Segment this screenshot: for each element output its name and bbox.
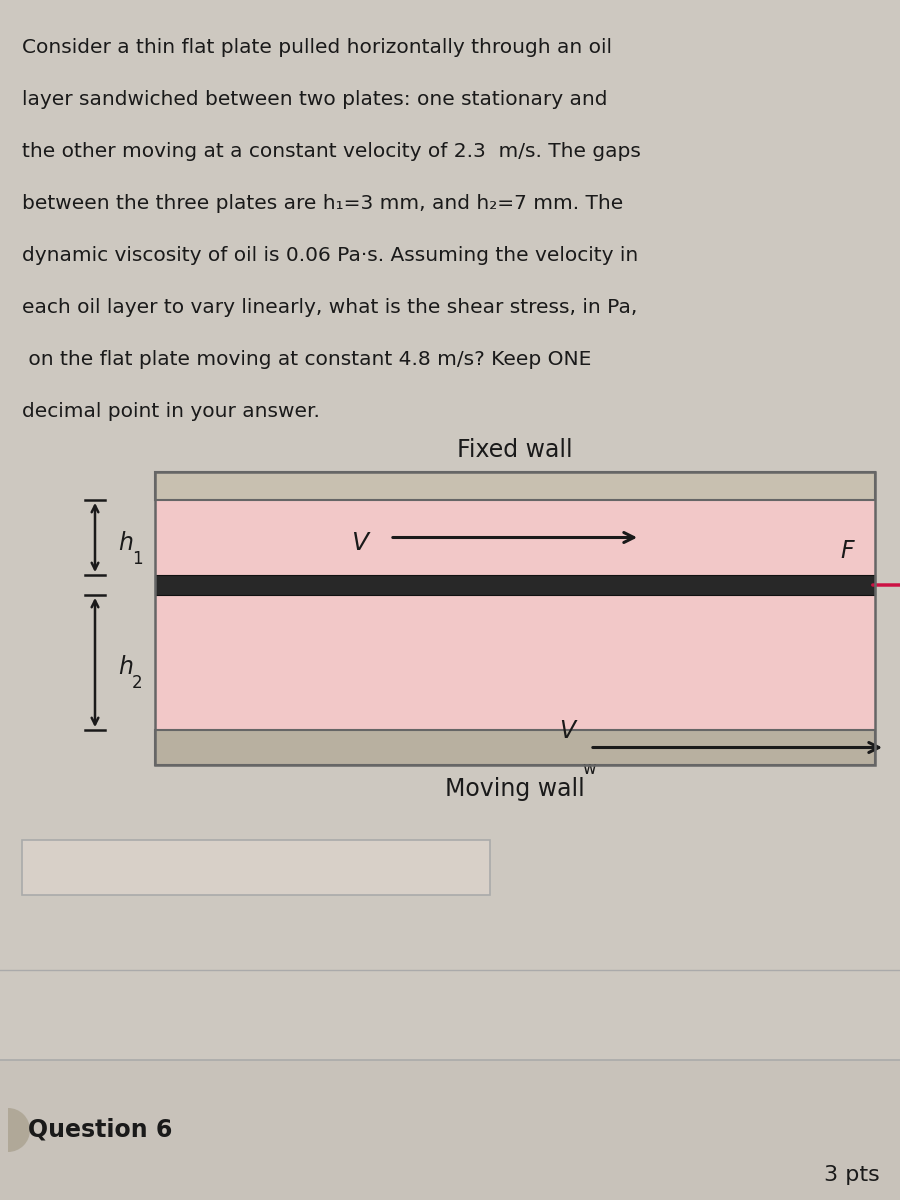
Bar xyxy=(155,575,875,595)
Bar xyxy=(155,595,875,730)
Text: Moving wall: Moving wall xyxy=(446,778,585,802)
Text: the other moving at a constant velocity of 2.3  m/s. The gaps: the other moving at a constant velocity … xyxy=(22,142,641,161)
Text: h: h xyxy=(118,655,133,679)
Text: layer sandwiched between two plates: one stationary and: layer sandwiched between two plates: one… xyxy=(22,90,608,109)
Bar xyxy=(155,500,875,575)
Text: between the three plates are h₁=3 mm, and h₂=7 mm. The: between the three plates are h₁=3 mm, an… xyxy=(22,194,623,214)
Text: on the flat plate moving at constant 4.8 m/s? Keep ONE: on the flat plate moving at constant 4.8… xyxy=(22,350,591,370)
Text: each oil layer to vary linearly, what is the shear stress, in Pa,: each oil layer to vary linearly, what is… xyxy=(22,298,637,317)
Text: Question 6: Question 6 xyxy=(28,1118,173,1142)
Text: 2: 2 xyxy=(132,674,142,692)
Bar xyxy=(155,472,875,766)
Text: Fixed wall: Fixed wall xyxy=(457,438,572,462)
Text: h: h xyxy=(118,530,133,554)
Wedge shape xyxy=(8,1108,30,1152)
Text: decimal point in your answer.: decimal point in your answer. xyxy=(22,402,320,421)
Bar xyxy=(0,1060,900,1200)
Text: 1: 1 xyxy=(132,550,142,568)
Bar xyxy=(155,472,875,500)
Text: 3 pts: 3 pts xyxy=(824,1165,880,1186)
Text: w: w xyxy=(582,760,596,778)
Text: V: V xyxy=(351,530,369,554)
Bar xyxy=(155,730,875,766)
Text: V: V xyxy=(559,719,575,743)
Bar xyxy=(22,840,490,895)
Text: dynamic viscosity of oil is 0.06 Pa·s. Assuming the velocity in: dynamic viscosity of oil is 0.06 Pa·s. A… xyxy=(22,246,638,265)
Text: F: F xyxy=(841,539,854,563)
Text: Consider a thin flat plate pulled horizontally through an oil: Consider a thin flat plate pulled horizo… xyxy=(22,38,612,56)
